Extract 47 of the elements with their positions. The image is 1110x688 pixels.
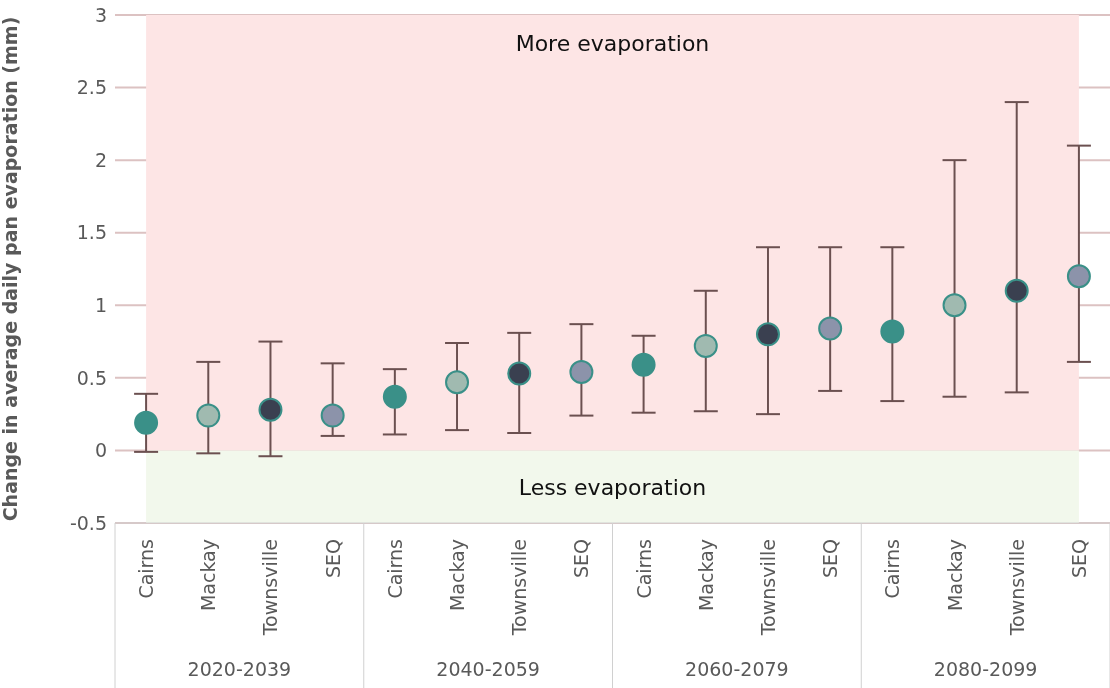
- x-tick-label: SEQ: [570, 539, 593, 579]
- point: [880, 319, 905, 344]
- point: [258, 397, 283, 422]
- x-tick-label: Townsville: [508, 539, 531, 637]
- point: [1066, 264, 1091, 289]
- x-tick-label: Townsville: [1005, 539, 1028, 637]
- x-tick-label: Townsville: [259, 539, 282, 637]
- text: 2060-2079: [684, 658, 790, 680]
- x-tick-label: Mackay: [446, 539, 469, 612]
- x-tick-label: Cairns: [135, 539, 158, 599]
- point: [755, 322, 780, 347]
- point: [196, 403, 221, 428]
- x-tick-label: Mackay: [943, 539, 966, 612]
- y-tick-label: 0: [94, 439, 107, 462]
- point: [320, 403, 345, 428]
- x-tick-label: Mackay: [694, 539, 717, 612]
- x-tick-label: SEQ: [819, 539, 842, 579]
- y-tick-label: 3: [94, 3, 107, 26]
- y-tick-label: 2.5: [76, 76, 107, 99]
- point: [631, 352, 656, 377]
- y-tick-label: 1.5: [76, 221, 107, 244]
- band-label: More evaporation: [515, 30, 710, 56]
- x-tick-label: Cairns: [632, 539, 655, 599]
- point: [507, 361, 532, 386]
- y-tick-label: -0.5: [69, 511, 107, 534]
- x-tick-label: Cairns: [881, 539, 904, 599]
- point: [382, 384, 407, 409]
- point: [818, 316, 843, 341]
- point: [942, 293, 967, 318]
- y-tick-label: 1: [94, 294, 107, 317]
- x-tick-label: SEQ: [1067, 539, 1090, 579]
- text: 2080-2099: [932, 658, 1039, 680]
- band-label: Less evaporation: [518, 474, 707, 500]
- x-tick-label: Mackay: [197, 539, 220, 612]
- text: 2040-2059: [435, 658, 541, 680]
- y-tick-label: 2: [94, 148, 107, 171]
- point: [445, 370, 470, 395]
- x-tick-label: Cairns: [383, 539, 406, 599]
- point: [693, 333, 718, 358]
- point: [134, 410, 159, 435]
- x-tick-label: SEQ: [321, 539, 344, 579]
- y-tick-label: 0.5: [76, 366, 107, 389]
- y-axis-title: Change in average daily pan evaporation (mm): [0, 16, 21, 522]
- point: [1004, 278, 1029, 303]
- point: [569, 360, 594, 385]
- x-tick-label: Townsville: [756, 539, 779, 637]
- text: 2020-2039: [186, 658, 293, 680]
